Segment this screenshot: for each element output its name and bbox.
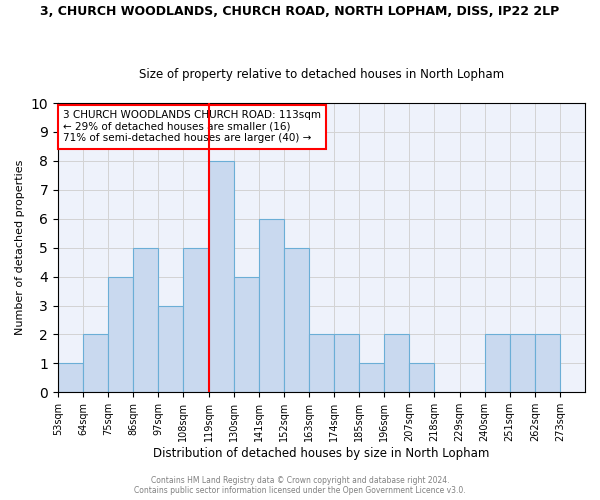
Title: Size of property relative to detached houses in North Lopham: Size of property relative to detached ho…: [139, 68, 504, 81]
Bar: [485, 334, 510, 392]
Y-axis label: Number of detached properties: Number of detached properties: [15, 160, 25, 336]
Bar: [359, 364, 384, 392]
X-axis label: Distribution of detached houses by size in North Lopham: Distribution of detached houses by size …: [153, 447, 490, 460]
Bar: [184, 248, 209, 392]
Bar: [535, 334, 560, 392]
Bar: [233, 276, 259, 392]
Text: 3 CHURCH WOODLANDS CHURCH ROAD: 113sqm
← 29% of detached houses are smaller (16): 3 CHURCH WOODLANDS CHURCH ROAD: 113sqm ←…: [63, 110, 321, 144]
Text: Contains HM Land Registry data © Crown copyright and database right 2024.
Contai: Contains HM Land Registry data © Crown c…: [134, 476, 466, 495]
Bar: [108, 276, 133, 392]
Bar: [158, 306, 184, 392]
Bar: [384, 334, 409, 392]
Bar: [58, 364, 83, 392]
Bar: [309, 334, 334, 392]
Bar: [209, 161, 233, 392]
Bar: [409, 364, 434, 392]
Text: 3, CHURCH WOODLANDS, CHURCH ROAD, NORTH LOPHAM, DISS, IP22 2LP: 3, CHURCH WOODLANDS, CHURCH ROAD, NORTH …: [40, 5, 560, 18]
Bar: [259, 218, 284, 392]
Bar: [83, 334, 108, 392]
Bar: [510, 334, 535, 392]
Bar: [284, 248, 309, 392]
Bar: [334, 334, 359, 392]
Bar: [133, 248, 158, 392]
